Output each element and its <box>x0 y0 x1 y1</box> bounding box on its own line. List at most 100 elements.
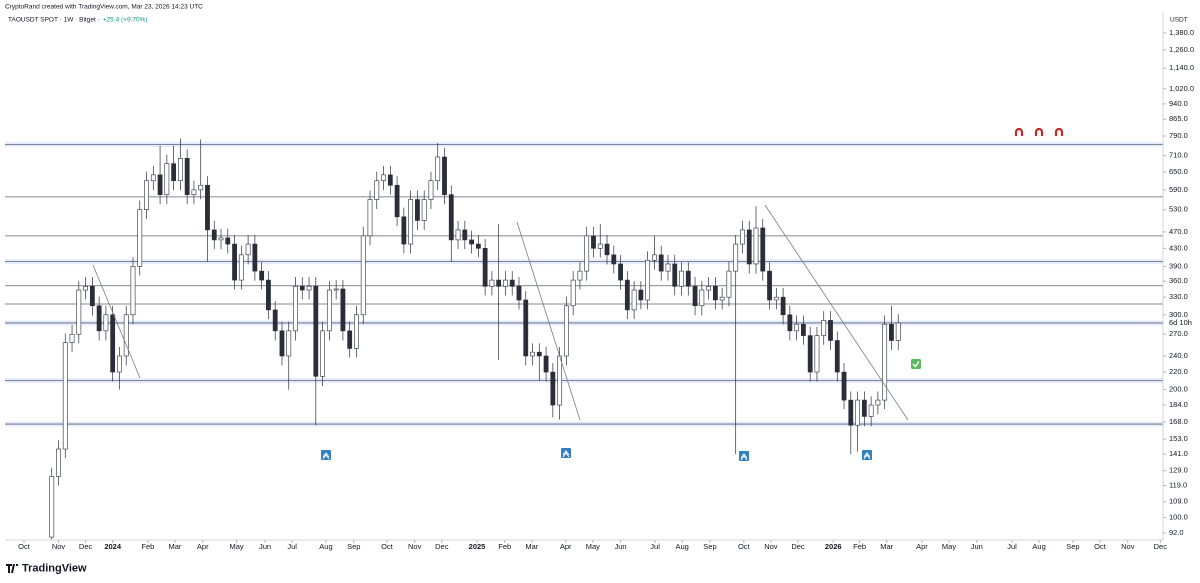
x-tick-label: Mar <box>169 542 182 551</box>
candle-body <box>83 286 88 291</box>
candle-body <box>164 163 170 195</box>
candle-body <box>801 323 806 336</box>
candle-body <box>469 239 474 245</box>
candle-body <box>591 235 596 249</box>
candle-body <box>577 270 583 281</box>
candle-body <box>306 286 312 291</box>
x-tick-label: Feb <box>498 542 511 551</box>
x-tick-label: Nov <box>408 542 422 551</box>
y-tick-label: 790.0 <box>1169 131 1188 140</box>
candle-body <box>557 355 563 406</box>
candle-body <box>672 263 678 287</box>
candle-body <box>814 335 820 373</box>
candle-body <box>753 227 759 265</box>
candle-body <box>618 263 623 281</box>
x-tick-label: Aug <box>1032 542 1045 551</box>
candle-body <box>631 289 637 311</box>
y-tick-label: 270.0 <box>1169 329 1188 338</box>
attribution: CryptoRand created with TradingView.com,… <box>5 4 203 11</box>
x-tick-label: Jul <box>650 542 660 551</box>
candle-body <box>333 288 339 291</box>
logo: TradingView <box>6 562 87 574</box>
candle-body <box>658 254 664 272</box>
candle-body <box>245 243 251 256</box>
y-tick-label: 200.0 <box>1169 385 1188 394</box>
y-tick-label: 184.0 <box>1169 400 1188 409</box>
candle-body <box>130 266 136 316</box>
x-tick-label: Mar <box>880 542 893 551</box>
candle-body <box>455 229 461 241</box>
candle-body <box>137 209 143 267</box>
candle-body <box>828 320 833 341</box>
candle-body <box>184 158 190 195</box>
candle-body <box>110 314 116 373</box>
candle-body <box>387 174 393 186</box>
trend-line <box>764 204 909 421</box>
symbol-legend: TAOUSDT SPOT · 1W · Bitget · <box>8 17 100 24</box>
candle-body <box>523 299 529 357</box>
candle-body <box>360 235 366 316</box>
y-tick-label: 220.0 <box>1169 367 1188 376</box>
candle-body <box>76 289 82 335</box>
candle-body <box>266 279 271 311</box>
arrow-marker <box>561 448 571 458</box>
x-tick-label: Jun <box>971 542 983 551</box>
y-tick-label: 100.0 <box>1169 513 1188 522</box>
y-tick-label: 1,380.0 <box>1169 28 1194 37</box>
countdown-label: 6d 10h <box>1169 318 1192 327</box>
candle-body <box>584 235 590 272</box>
candle-body <box>89 286 95 307</box>
x-tick-label: 2026 <box>825 542 842 551</box>
candle-body <box>543 355 549 373</box>
candle-body <box>62 342 68 450</box>
candle-body <box>726 270 732 298</box>
candle-body <box>889 323 894 341</box>
candle-body <box>516 286 522 301</box>
candle-body <box>868 404 874 417</box>
y-tick-label: 470.0 <box>1169 227 1188 236</box>
candle-body <box>150 174 156 182</box>
y-tick-label: 141.0 <box>1169 449 1188 458</box>
x-tick-label: Sep <box>1066 542 1079 551</box>
candle-body <box>198 184 204 191</box>
candle-body <box>787 314 793 332</box>
x-tick-label: May <box>586 542 600 551</box>
candle-body <box>489 279 495 287</box>
trend-lines <box>92 204 909 421</box>
candle-body <box>421 199 427 221</box>
x-tick-label: May <box>942 542 956 551</box>
candle-body <box>861 399 867 417</box>
candle-body <box>144 180 149 210</box>
candle-body <box>740 229 745 245</box>
candle-body <box>205 184 210 231</box>
x-tick-label: Oct <box>738 542 751 551</box>
change-legend: +25.4 (+9.70%) <box>103 17 148 24</box>
candle-body <box>232 243 237 281</box>
y-tick-label: 590.0 <box>1169 185 1188 194</box>
candle-body <box>719 296 725 301</box>
candle-body <box>157 174 163 195</box>
candle-body <box>293 286 298 332</box>
candle-body <box>746 229 752 265</box>
y-tick-label: 360.0 <box>1169 276 1188 285</box>
y-tick-label: 710.0 <box>1169 151 1188 160</box>
candle-body <box>320 330 326 377</box>
trend-line <box>516 221 581 421</box>
candle-body <box>807 335 813 373</box>
arrow-marker <box>739 451 749 461</box>
candle-body <box>171 163 177 182</box>
candle-body <box>117 355 122 373</box>
x-tick-label: Oct <box>1094 542 1107 551</box>
candle-body <box>272 309 278 332</box>
x-tick-label: Apr <box>197 542 209 551</box>
candle-body <box>834 340 840 373</box>
magnet-marker <box>1014 127 1024 136</box>
x-tick-label: Feb <box>853 542 866 551</box>
candle-body <box>448 194 454 241</box>
candle-body <box>313 286 319 377</box>
candle-body <box>177 158 183 182</box>
candle-body <box>381 174 386 182</box>
y-tick-label: 240.0 <box>1169 351 1188 360</box>
